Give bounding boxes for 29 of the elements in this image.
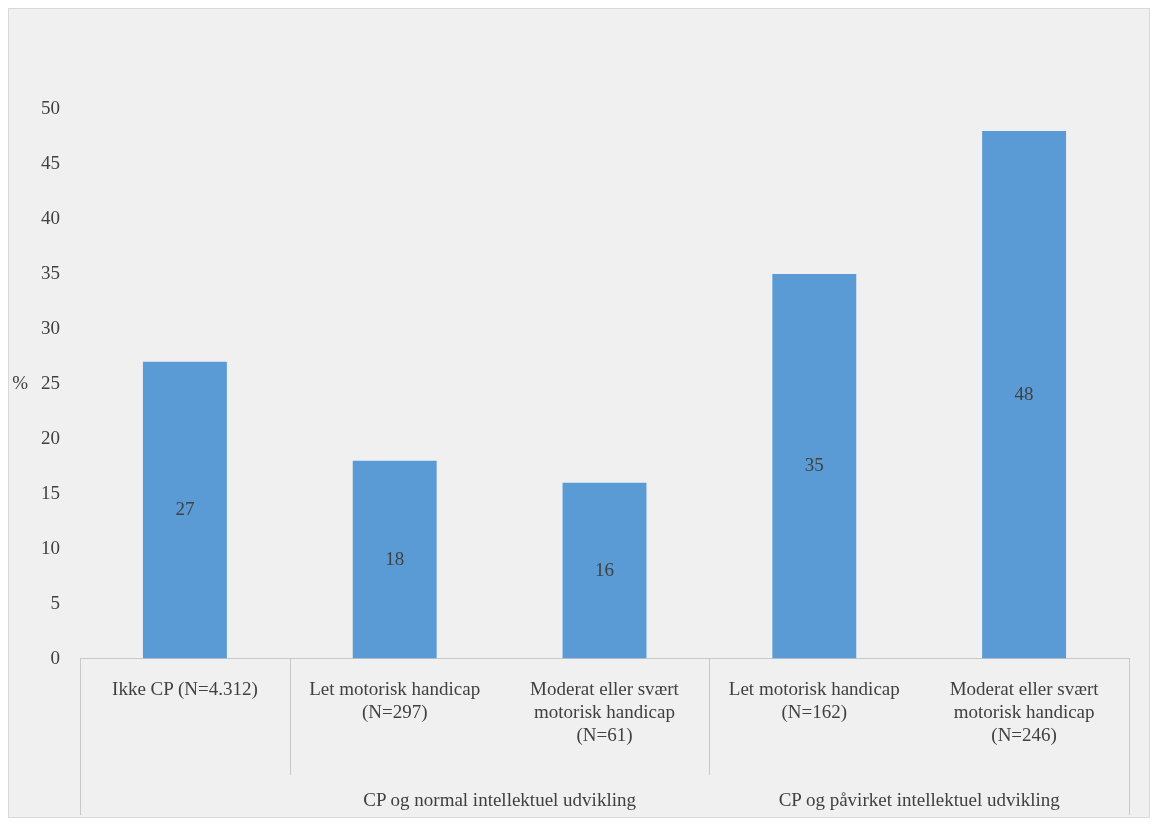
y-axis-title: % bbox=[12, 371, 29, 393]
y-tick-label: 15 bbox=[41, 481, 60, 503]
y-tick-label: 20 bbox=[41, 426, 60, 448]
x-tick-label: Ikke CP (N=4.312) bbox=[112, 677, 258, 700]
y-tick-label: 30 bbox=[41, 316, 60, 338]
x-tick-label: Let motorisk handicap (N=162) bbox=[728, 677, 900, 723]
bar bbox=[772, 273, 857, 659]
y-tick-label: 25 bbox=[41, 371, 60, 393]
x-tick-label: Let motorisk handicap (N=297) bbox=[309, 677, 481, 723]
bar bbox=[142, 361, 227, 659]
bar bbox=[982, 130, 1067, 659]
y-tick-label: 45 bbox=[41, 151, 60, 173]
bar bbox=[562, 482, 647, 659]
bar bbox=[352, 460, 437, 659]
y-tick-label: 35 bbox=[41, 261, 60, 283]
data-label: 48 bbox=[1014, 382, 1034, 404]
y-tick-label: 5 bbox=[50, 591, 60, 613]
data-label: 18 bbox=[385, 547, 405, 569]
y-tick-label: 50 bbox=[41, 96, 60, 118]
data-label: 35 bbox=[804, 454, 824, 476]
data-label: 27 bbox=[175, 498, 195, 520]
y-tick-label: 0 bbox=[50, 646, 60, 668]
x-tick-label: Moderat eller svært motorisk handicap (N=61) bbox=[530, 677, 680, 746]
y-tick-label: 10 bbox=[41, 536, 60, 558]
data-label: 16 bbox=[595, 558, 614, 580]
y-tick-label: 40 bbox=[41, 206, 60, 228]
x-tick-label: Moderat eller svært motorisk handicap (N=246) bbox=[949, 677, 1100, 746]
text: CP og normal intellektuel udvikling bbox=[363, 788, 637, 810]
text: CP og påvirket intellektuel udvikling bbox=[778, 788, 1061, 810]
